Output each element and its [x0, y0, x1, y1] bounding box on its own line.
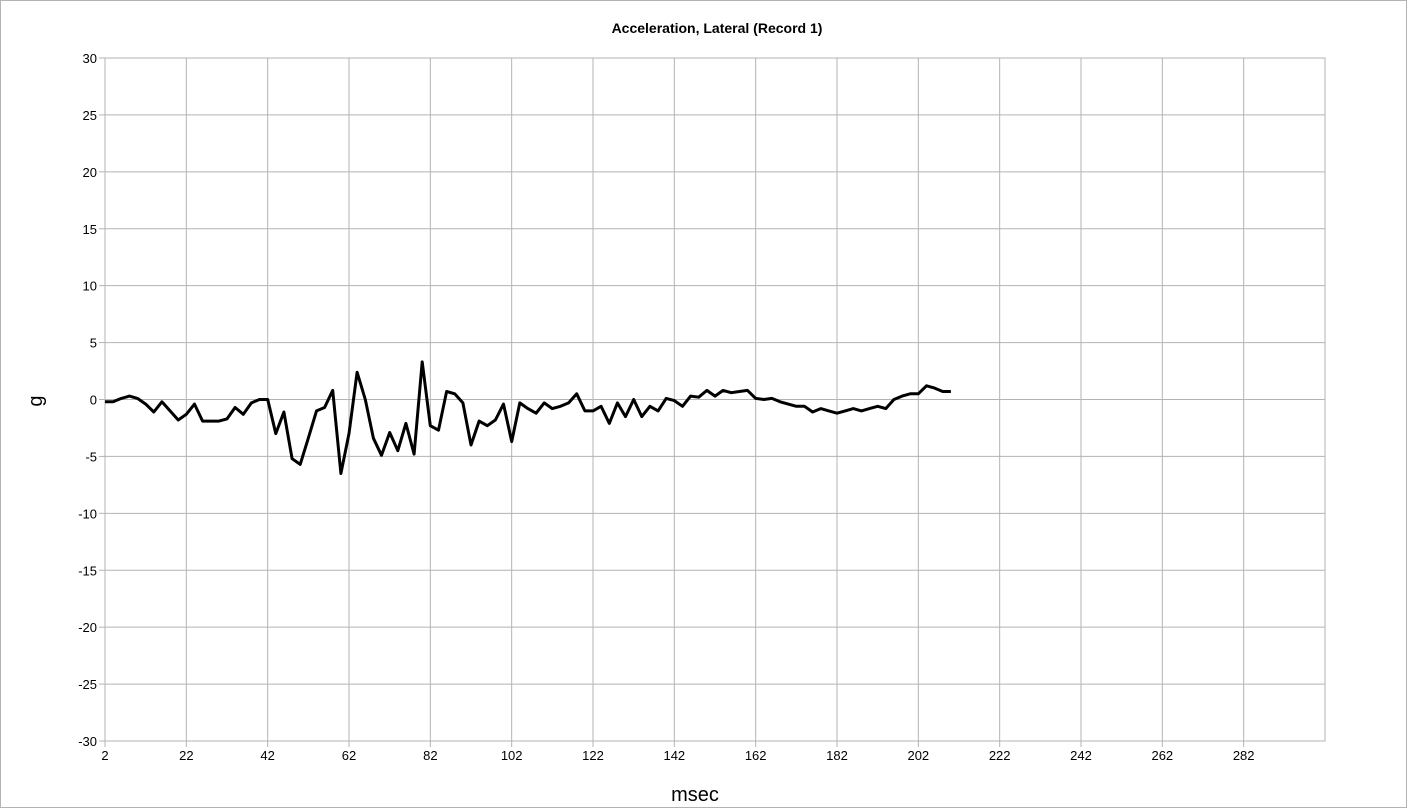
x-tick-label: 82 [423, 748, 437, 763]
x-axis-label: msec [671, 784, 719, 806]
x-tick-label: 22 [179, 748, 193, 763]
x-tick-label: 122 [582, 748, 604, 763]
x-tick-label: 62 [342, 748, 356, 763]
x-tick-label: 142 [663, 748, 685, 763]
plot-area-border [104, 57, 1326, 742]
y-tick-label: -25 [78, 677, 97, 692]
x-tick-label: 2 [101, 748, 108, 763]
y-tick-label: 10 [83, 279, 97, 294]
x-tick-label: 262 [1151, 748, 1173, 763]
x-tick-label: 182 [826, 748, 848, 763]
y-tick-label: 30 [83, 51, 97, 66]
chart-title: Acceleration, Lateral (Record 1) [612, 20, 823, 36]
grid [99, 57, 1326, 747]
y-tick-label: -5 [85, 449, 97, 464]
x-axis-ticks: 2 22 42 62 82 102 122 142 162 182 202 222 242 262 282 [101, 748, 1254, 763]
series-line-lateral-acceleration [105, 360, 951, 475]
y-tick-label: 20 [83, 165, 97, 180]
y-axis-ticks: 30 25 20 15 10 5 0 -5 -10 -15 -20 -25 -30 [78, 51, 97, 749]
x-tick-label: 222 [989, 748, 1011, 763]
x-tick-label: 282 [1233, 748, 1255, 763]
y-tick-label: 0 [90, 393, 97, 408]
y-axis-label: g [25, 395, 47, 406]
y-tick-label: -30 [78, 734, 97, 749]
y-tick-label: 25 [83, 108, 97, 123]
x-tick-label: 162 [745, 748, 767, 763]
y-tick-label: -20 [78, 620, 97, 635]
x-tick-label: 202 [907, 748, 929, 763]
y-tick-label: 5 [90, 336, 97, 351]
x-tick-label: 242 [1070, 748, 1092, 763]
y-tick-label: -15 [78, 563, 97, 578]
y-tick-label: 15 [83, 222, 97, 237]
x-tick-label: 42 [260, 748, 274, 763]
y-tick-label: -10 [78, 506, 97, 521]
x-tick-label: 102 [501, 748, 523, 763]
